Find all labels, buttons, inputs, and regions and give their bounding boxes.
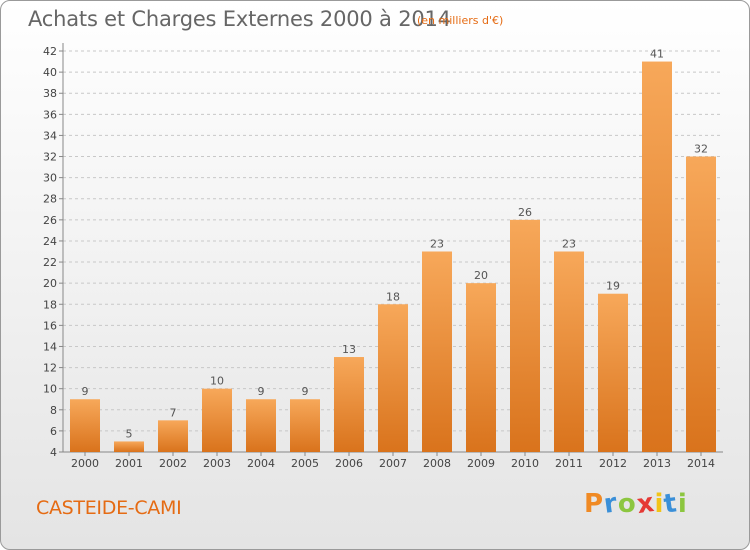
x-tick-label: 2005 <box>291 457 319 470</box>
bar-value-label: 9 <box>258 385 265 398</box>
bar <box>422 251 452 452</box>
y-tick-label: 12 <box>43 362 57 375</box>
bar-value-label: 23 <box>430 238 444 251</box>
y-tick-label: 8 <box>50 404 57 417</box>
bar-value-label: 26 <box>518 206 532 219</box>
x-tick-label: 2014 <box>687 457 715 470</box>
x-tick-label: 2013 <box>643 457 671 470</box>
x-tick-label: 2009 <box>467 457 495 470</box>
x-tick-label: 2010 <box>511 457 539 470</box>
bar-value-label: 9 <box>302 385 309 398</box>
bar-value-label: 10 <box>210 375 224 388</box>
chart-subtitle: (en milliers d'€) <box>417 14 504 27</box>
y-tick-label: 18 <box>43 298 57 311</box>
y-tick-label: 24 <box>43 235 57 248</box>
y-tick-label: 40 <box>43 66 57 79</box>
logo-letter: x <box>634 487 657 521</box>
bar <box>70 399 100 452</box>
proxiti-logo: Proxiti <box>584 487 688 521</box>
bar-value-label: 9 <box>82 385 89 398</box>
logo-letter: i <box>677 489 688 519</box>
bar-value-label: 19 <box>606 280 620 293</box>
y-tick-label: 42 <box>43 45 57 58</box>
logo-letter: i <box>654 489 665 519</box>
bar <box>246 399 276 452</box>
y-tick-label: 38 <box>43 87 57 100</box>
bar <box>378 304 408 452</box>
bar-value-label: 41 <box>650 48 664 61</box>
y-tick-label: 14 <box>43 340 57 353</box>
x-tick-label: 2002 <box>159 457 187 470</box>
y-tick-label: 20 <box>43 277 57 290</box>
y-tick-label: 26 <box>43 214 57 227</box>
y-tick-label: 4 <box>50 446 57 459</box>
bar <box>554 251 584 452</box>
logo-letter: o <box>617 489 637 519</box>
y-tick-label: 36 <box>43 108 57 121</box>
bar <box>686 156 716 453</box>
chart-title: Achats et Charges Externes 2000 à 2014 <box>28 7 451 31</box>
bar <box>642 61 672 452</box>
x-tick-label: 2003 <box>203 457 231 470</box>
bar <box>158 420 188 452</box>
y-tick-label: 22 <box>43 256 57 269</box>
y-tick-label: 32 <box>43 151 57 164</box>
commune-name: CASTEIDE-CAMI <box>36 497 182 519</box>
bar <box>290 399 320 452</box>
x-tick-label: 2006 <box>335 457 363 470</box>
bar <box>334 357 364 452</box>
x-tick-label: 2004 <box>247 457 275 470</box>
y-tick-label: 10 <box>43 383 57 396</box>
y-tick-label: 6 <box>50 425 57 438</box>
x-tick-label: 2012 <box>599 457 627 470</box>
x-tick-label: 2001 <box>115 457 143 470</box>
logo-letter: P <box>584 489 605 519</box>
x-tick-label: 2011 <box>555 457 583 470</box>
bar <box>202 388 232 452</box>
x-tick-label: 2008 <box>423 457 451 470</box>
bar <box>598 293 628 452</box>
bar-value-label: 5 <box>126 427 133 440</box>
x-tick-label: 2007 <box>379 457 407 470</box>
bar <box>510 219 540 452</box>
bar-value-label: 13 <box>342 343 356 356</box>
y-tick-label: 30 <box>43 172 57 185</box>
bar-value-label: 7 <box>170 406 177 419</box>
x-tick-label: 2000 <box>71 457 99 470</box>
bar-value-label: 18 <box>386 290 400 303</box>
bar-value-label: 32 <box>694 143 708 156</box>
bar-value-label: 20 <box>474 269 488 282</box>
bar <box>466 283 496 452</box>
bar-value-label: 23 <box>562 238 576 251</box>
y-tick-label: 34 <box>43 129 57 142</box>
y-tick-label: 28 <box>43 193 57 206</box>
bar <box>114 441 144 452</box>
y-tick-label: 16 <box>43 319 57 332</box>
